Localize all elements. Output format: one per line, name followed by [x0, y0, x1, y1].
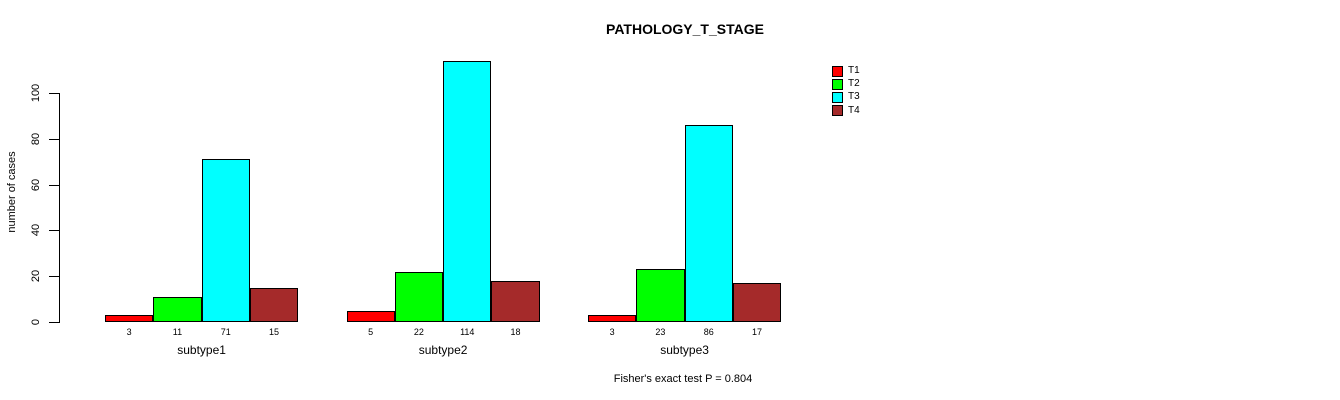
bar-value-label: 17 — [752, 327, 763, 337]
y-axis-line — [59, 93, 60, 323]
legend-swatch-t1 — [832, 65, 843, 77]
x-category-label-subtype2: subtype2 — [418, 343, 468, 357]
y-axis-tick-label: 0 — [30, 318, 42, 326]
y-axis-tick — [49, 184, 59, 186]
bar-value-label: 3 — [126, 327, 132, 337]
x-category-label-subtype1: subtype1 — [177, 343, 226, 357]
bar-value-label: 11 — [172, 327, 183, 337]
y-axis-tick-label: 40 — [30, 224, 42, 237]
bar-t2-subtype1 — [153, 296, 202, 322]
legend-label-t4: T4 — [848, 104, 860, 116]
y-axis-tick-label: 60 — [30, 178, 42, 191]
bar-t3-subtype3 — [684, 125, 733, 322]
legend-item-t4: T4 — [832, 105, 860, 117]
y-axis-label: number of cases — [6, 151, 18, 233]
y-axis-tick-label: 80 — [30, 132, 42, 145]
bar-value-label: 23 — [655, 327, 666, 337]
legend-label-t2: T2 — [848, 78, 860, 90]
y-axis-tick — [49, 93, 59, 94]
y-axis-tick — [49, 230, 59, 232]
legend-item-t1: T1 — [832, 65, 860, 77]
legend-swatch-t3 — [832, 91, 843, 103]
bar-value-label: 86 — [703, 327, 714, 337]
bar-t4-subtype3 — [732, 283, 782, 322]
legend-label-t1: T1 — [848, 65, 860, 76]
legend-item-t3: T3 — [832, 91, 860, 103]
y-axis-tick — [49, 322, 59, 323]
bar-t2-subtype3 — [636, 269, 685, 322]
chart-title: PATHOLOGY_T_STAGE — [606, 21, 764, 37]
bar-t3-subtype1 — [201, 159, 250, 322]
legend-label-t3: T3 — [848, 91, 860, 103]
x-category-label-subtype3: subtype3 — [660, 343, 709, 357]
legend-swatch-t4 — [832, 105, 843, 117]
bar-value-label: 15 — [269, 327, 280, 337]
legend-swatch-t2 — [832, 78, 843, 90]
bar-t3-subtype2 — [443, 60, 492, 322]
y-axis-tick — [49, 276, 59, 278]
bar-t4-subtype1 — [249, 287, 299, 322]
legend-item-t2: T2 — [832, 78, 860, 90]
bar-t1-subtype2 — [346, 310, 395, 322]
y-axis-tick-label: 100 — [30, 83, 42, 103]
bar-value-label: 18 — [510, 327, 521, 337]
bar-value-label: 71 — [220, 327, 231, 337]
y-axis-tick-label: 20 — [30, 270, 42, 283]
annotation-text: Fisher's exact test P = 0.804 — [613, 373, 753, 385]
bar-t4-subtype2 — [491, 280, 540, 322]
bar-t2-subtype2 — [394, 271, 444, 322]
bar-value-label: 3 — [609, 327, 615, 337]
bar-t1-subtype1 — [105, 315, 154, 322]
bar-t1-subtype3 — [588, 315, 637, 322]
y-axis-tick — [49, 138, 59, 140]
bar-value-label: 22 — [413, 327, 424, 337]
bar-value-label: 114 — [460, 327, 475, 337]
bar-value-label: 5 — [368, 327, 374, 337]
